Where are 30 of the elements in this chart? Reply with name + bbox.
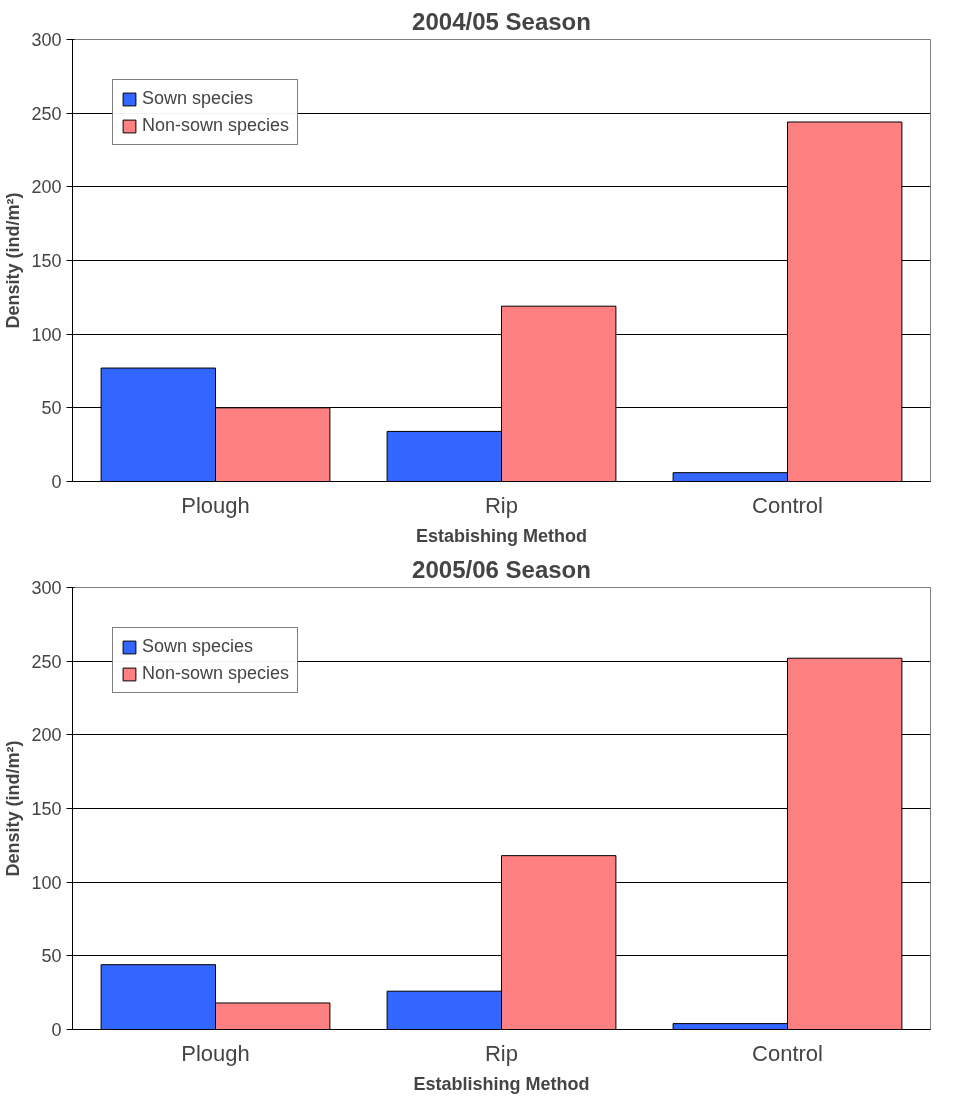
y-tick-label: 0	[51, 1020, 62, 1040]
legend-label: Sown species	[142, 88, 254, 109]
y-tick-label: 0	[51, 472, 62, 492]
y-tick-label: 100	[31, 324, 62, 345]
y-tick-label: 300	[31, 30, 62, 50]
x-tick-label: Plough	[181, 1040, 250, 1066]
x-tick-label: Rip	[484, 1040, 519, 1066]
x-tick-label: Control	[752, 492, 823, 518]
y-axis-title: Density (ind/m²)	[3, 740, 24, 877]
y-tick-label: 300	[31, 578, 62, 598]
y-tick-label: 200	[31, 725, 62, 746]
y-tick-label: 150	[31, 799, 62, 819]
x-axis-title: Estabishing Method	[416, 525, 587, 546]
legend-label: Non-sown species	[142, 115, 290, 136]
x-tick-label: Plough	[181, 492, 250, 518]
y-tick-label: 250	[31, 651, 62, 672]
x-axis-title: Establishing Method	[413, 1073, 590, 1094]
y-tick-label: 200	[31, 177, 62, 198]
y-tick-label: 250	[31, 103, 62, 124]
y-tick-label: 50	[41, 398, 62, 419]
chart-title: 2005/06 Season	[412, 555, 591, 583]
x-tick-label: Rip	[484, 492, 519, 518]
y-tick-label: 150	[31, 251, 62, 271]
x-tick-label: Control	[752, 1040, 823, 1066]
y-tick-label: 100	[31, 872, 62, 893]
legend-label: Sown species	[142, 636, 254, 657]
chart-title: 2004/05 Season	[412, 7, 591, 35]
legend-label: Non-sown species	[142, 663, 290, 684]
y-tick-label: 50	[41, 946, 62, 967]
y-axis-title: Density (ind/m²)	[3, 192, 24, 329]
